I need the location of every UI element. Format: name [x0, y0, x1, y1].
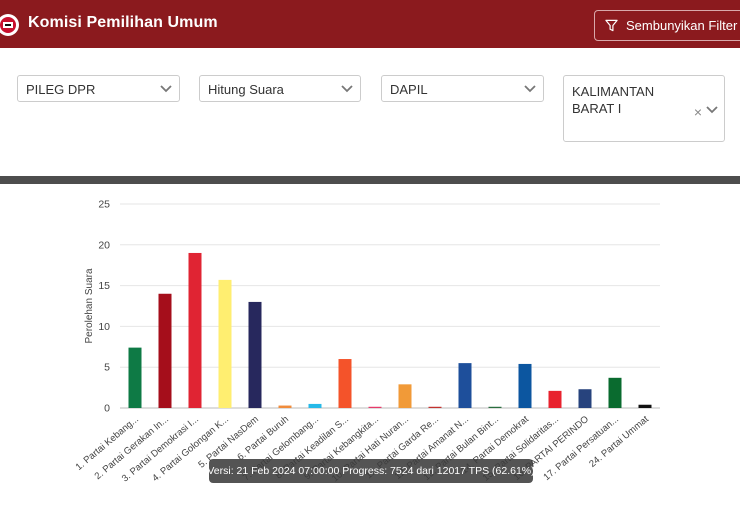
region-value-line1: KALIMANTAN [572, 84, 655, 99]
election-type-select[interactable]: PILEG DPR [17, 75, 180, 102]
app-title: Komisi Pemilihan Umum [28, 14, 218, 31]
y-tick-label: 25 [98, 199, 110, 211]
count-mode-select[interactable]: Hitung Suara [199, 75, 361, 102]
clear-icon[interactable]: × [693, 104, 702, 120]
y-tick-label: 15 [98, 280, 110, 292]
bar-7[interactable] [308, 403, 322, 408]
filter-panel [0, 48, 740, 178]
y-axis-label: Perolehan Suara [84, 268, 95, 343]
election-type-value: PILEG DPR [26, 82, 96, 97]
bar-18[interactable] [638, 404, 652, 408]
bar-9[interactable] [368, 406, 382, 408]
count-mode-value: Hitung Suara [208, 82, 284, 97]
bar-5[interactable] [248, 301, 262, 408]
bar-15[interactable] [548, 390, 562, 408]
region-select[interactable]: KALIMANTAN BARAT I × [563, 75, 725, 142]
bar-6[interactable] [278, 405, 292, 408]
region-value-line2: BARAT I [572, 101, 622, 116]
app-header: Komisi Pemilihan Umum Sembunyikan Filter [0, 0, 740, 48]
hide-filter-label: Sembunyikan Filter [626, 18, 738, 33]
bar-16[interactable] [578, 389, 592, 408]
bar-12[interactable] [458, 363, 472, 408]
bar-4[interactable] [218, 279, 232, 408]
hide-filter-button[interactable]: Sembunyikan Filter [594, 10, 740, 41]
kpu-logo-icon [0, 14, 19, 36]
y-tick-label: 5 [104, 362, 110, 374]
section-divider [0, 176, 740, 184]
region-type-select[interactable]: DAPIL [381, 75, 544, 102]
y-tick-label: 0 [104, 403, 110, 415]
filter-icon [605, 19, 618, 32]
bar-11[interactable] [428, 406, 442, 408]
chevron-down-icon [341, 85, 353, 93]
chevron-down-icon [160, 85, 172, 93]
version-tooltip: Versi: 21 Feb 2024 07:00:00 Progress: 75… [207, 459, 535, 483]
region-type-value: DAPIL [390, 82, 428, 97]
chevron-down-icon[interactable] [705, 104, 719, 116]
y-tick-label: 20 [98, 239, 110, 251]
bar-1[interactable] [128, 347, 142, 408]
bar-3[interactable] [188, 252, 202, 408]
bar-10[interactable] [398, 384, 412, 408]
bar-14[interactable] [518, 363, 532, 408]
bar-8[interactable] [338, 359, 352, 408]
chevron-down-icon [524, 85, 536, 93]
y-tick-label: 10 [98, 321, 110, 333]
chart-area: 0 5 10 15 20 25 Perolehan Suara 1. Partai Keban… [0, 184, 740, 500]
bar-17[interactable] [608, 377, 622, 408]
bar-2[interactable] [158, 293, 172, 408]
bar-13[interactable] [488, 406, 502, 408]
